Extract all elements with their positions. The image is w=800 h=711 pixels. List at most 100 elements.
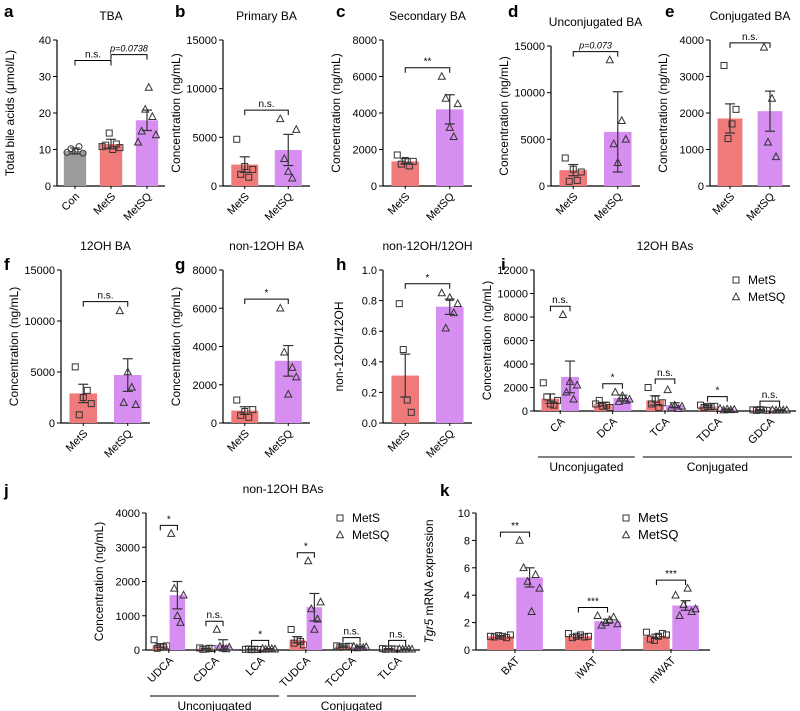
- y-tick-label: 10000: [24, 316, 55, 328]
- y-tick-label: 4000: [193, 342, 217, 354]
- x-tick-label: MetSQ: [424, 427, 457, 460]
- significance-label: *: [426, 273, 430, 284]
- data-point: [677, 401, 687, 410]
- x-tick-label: MetS: [386, 428, 413, 455]
- data-point: [613, 157, 623, 166]
- y-axis-label: Concentration (ng/mL): [656, 53, 670, 172]
- y-tick-label: 4000: [116, 508, 140, 520]
- data-point: [666, 402, 676, 411]
- data-point: [254, 645, 262, 653]
- y-axis-label: Concentration (ng/mL): [7, 287, 21, 406]
- data-point: [313, 614, 322, 623]
- panel-letter: d: [508, 2, 518, 21]
- data-point: [486, 632, 494, 640]
- x-tick-label: Con: [59, 191, 82, 214]
- significance-bracket: [244, 109, 289, 116]
- y-tick-label: 4000: [504, 359, 528, 371]
- data-point: [614, 396, 624, 405]
- data-point: [166, 528, 176, 537]
- panel-j: j non-12OH BAs 0 1000 2000 3000 4000 Concentrat…: [3, 481, 420, 711]
- significance-label: *: [715, 386, 719, 397]
- panel-letter: k: [440, 481, 450, 500]
- y-tick-label: 0: [45, 181, 51, 193]
- significance-bracket: [159, 524, 178, 531]
- data-point: [112, 140, 120, 148]
- data-point: [617, 115, 627, 124]
- panel-letter: h: [336, 255, 346, 274]
- data-point: [300, 641, 308, 649]
- data-point: [515, 535, 524, 544]
- data-point: [316, 597, 325, 606]
- y-axis-label: Tgr5 mRNA expression: [422, 519, 436, 643]
- y-tick-label: 2: [464, 618, 470, 630]
- data-point: [671, 590, 680, 599]
- data-point: [212, 624, 222, 633]
- x-tick-label: MetSQ: [263, 190, 296, 223]
- legend-label: MetSQ: [748, 290, 785, 304]
- significance-bracket: [577, 607, 609, 613]
- chart-title: Conjugated BA: [710, 9, 791, 23]
- significance-label: ***: [587, 597, 599, 608]
- y-axis-label: Concentration (ng/mL): [169, 287, 183, 406]
- data-point: [700, 403, 708, 411]
- data-point: [564, 630, 572, 638]
- y-tick-label: 1.0: [362, 265, 377, 277]
- data-point: [565, 376, 575, 385]
- chart-title: non-12OH BA: [229, 239, 304, 253]
- significance-bracket: [404, 67, 451, 73]
- bar: [593, 404, 612, 411]
- x-tick-label: TUDCA: [278, 654, 314, 690]
- data-point: [562, 387, 571, 396]
- y-axis-label: non-12OH/12OH: [332, 301, 346, 391]
- data-point: [683, 583, 692, 592]
- y-tick-label: 0: [49, 418, 55, 430]
- legend-marker: [732, 276, 740, 284]
- data-point: [140, 104, 150, 113]
- data-point: [707, 403, 715, 411]
- data-point: [767, 93, 777, 102]
- x-tick-label: iWAT: [574, 655, 601, 682]
- data-point: [241, 408, 249, 416]
- significance-label: n.s.: [389, 629, 405, 640]
- data-point: [245, 413, 253, 421]
- data-point: [696, 401, 704, 409]
- data-point: [283, 166, 293, 175]
- x-tick-label: mWAT: [647, 655, 679, 687]
- significance-label: ***: [665, 569, 677, 580]
- y-tick-label: 8000: [193, 265, 217, 277]
- data-point: [137, 126, 146, 135]
- x-tick-label: TCA: [648, 415, 673, 440]
- data-point: [651, 395, 659, 403]
- data-point: [445, 292, 455, 301]
- data-point: [561, 154, 569, 162]
- panel-i: i 12OH BAs 0 2000 4000 6000 8000 10000 12000Conc…: [480, 239, 796, 474]
- group-label: Unconjugated: [549, 460, 623, 474]
- y-tick-label: 5000: [521, 134, 545, 146]
- data-point: [662, 631, 670, 639]
- data-point: [401, 156, 409, 164]
- data-point: [102, 141, 110, 149]
- y-tick-label: 15000: [514, 41, 545, 53]
- data-point: [241, 163, 249, 171]
- data-point: [565, 177, 573, 185]
- data-point: [115, 305, 125, 315]
- data-point: [658, 399, 666, 407]
- data-point: [287, 625, 295, 633]
- significance-label: n.s.: [206, 610, 222, 621]
- data-point: [595, 396, 603, 404]
- data-point: [279, 153, 289, 163]
- x-tick-label: MetS: [225, 428, 252, 455]
- data-point: [270, 644, 280, 653]
- data-point: [720, 62, 728, 70]
- y-tick-label: 0: [134, 645, 140, 657]
- data-point: [449, 307, 459, 317]
- data-point: [116, 144, 124, 152]
- data-point: [119, 397, 129, 406]
- data-point: [760, 406, 768, 414]
- data-point: [437, 288, 447, 297]
- data-point: [403, 396, 411, 404]
- legend-marker: [621, 530, 631, 539]
- x-tick-label: CDCA: [191, 654, 222, 685]
- chart-title: Secondary BA: [389, 9, 466, 23]
